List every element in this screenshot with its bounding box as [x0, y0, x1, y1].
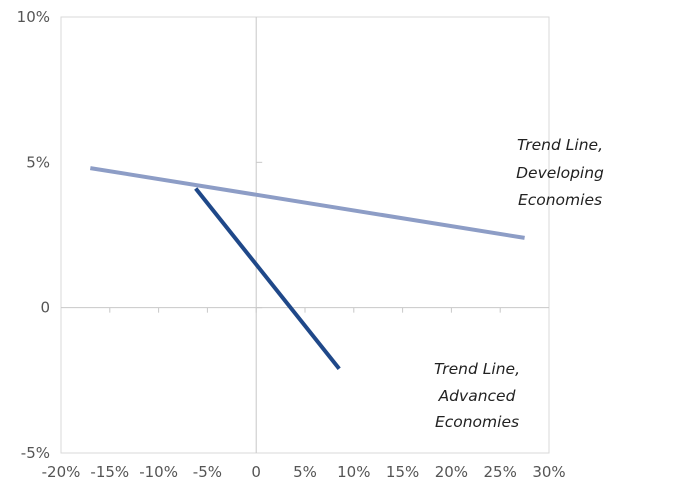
x-tick-label: 30% [532, 463, 565, 481]
annotation-advanced-line-2: Advanced [438, 387, 516, 405]
y-tick-label: 10% [17, 8, 50, 26]
trend-line-advanced [194, 187, 341, 370]
y-tick-label: 0 [40, 299, 50, 317]
y-tick-label: -5% [21, 444, 50, 462]
x-tick-label: 15% [386, 463, 419, 481]
x-tick-label: 25% [484, 463, 517, 481]
x-tick-label: -10% [139, 463, 178, 481]
annotation-advanced-line-3: Economies [435, 413, 519, 431]
annotation-developing-line-2: Developing [516, 164, 604, 182]
annotation-advanced-line-1: Trend Line, [434, 360, 520, 378]
series-layer [89, 166, 525, 370]
annotation-developing-line-1: Trend Line, [517, 136, 603, 154]
x-tick-label: 10% [337, 463, 370, 481]
axes [61, 17, 549, 453]
x-tick-label: -5% [193, 463, 222, 481]
trend-line-developing [89, 166, 525, 240]
y-tick-label: 5% [26, 153, 50, 171]
tick-labels: -20% -15% -10% -5% 0 5% 10% 15% 20% 25% 30% -5% 0 5% 1… [17, 8, 566, 481]
x-tick-label: -20% [42, 463, 81, 481]
x-tick-label: 20% [435, 463, 468, 481]
x-tick-label: 0 [251, 463, 261, 481]
plot-area-border [60, 16, 550, 454]
annotation-developing-line-3: Economies [518, 191, 602, 209]
x-tick-label: -15% [90, 463, 129, 481]
x-tick-label: 5% [293, 463, 317, 481]
